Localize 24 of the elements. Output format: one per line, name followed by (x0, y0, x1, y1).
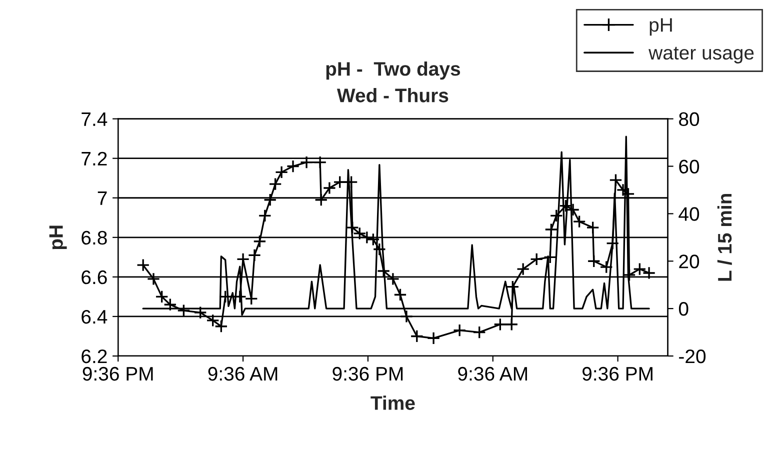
x-tick-label: 9:36 PM (582, 366, 652, 381)
legend-label: water usage (648, 46, 754, 64)
legend-label: pH (650, 18, 672, 36)
y2-axis-title: L / 15 min (717, 194, 732, 281)
y-axis-title: pH (49, 226, 67, 250)
y-tick-label: 7.2 (82, 152, 107, 166)
y2-tick-label: 60 (679, 160, 700, 174)
y2-tick-label: 0 (678, 302, 688, 316)
x-axis-title: Time (370, 396, 415, 410)
y2-tick-label: -20 (679, 349, 706, 364)
x-tick-label: 9:36 PM (82, 366, 153, 381)
y2-tick-label: 40 (678, 207, 700, 221)
y2-tick-label: 20 (679, 254, 700, 268)
x-tick-label: 9:36 PM (332, 366, 403, 381)
x-tick-label: 9:36 AM (208, 366, 278, 381)
chart-title: pH - Two days Wed - Thurs (326, 61, 460, 102)
y2-tick-label: 80 (679, 112, 700, 126)
y-tick-label: 6.8 (82, 230, 107, 245)
y-tick-label: 6.6 (82, 270, 107, 284)
y-tick-label: 6.4 (82, 310, 108, 324)
y-tick-label: 7 (98, 192, 107, 205)
y-tick-label: 6.2 (82, 349, 107, 364)
y-tick-label: 7.4 (82, 112, 108, 126)
x-tick-label: 9:36 AM (458, 366, 527, 381)
